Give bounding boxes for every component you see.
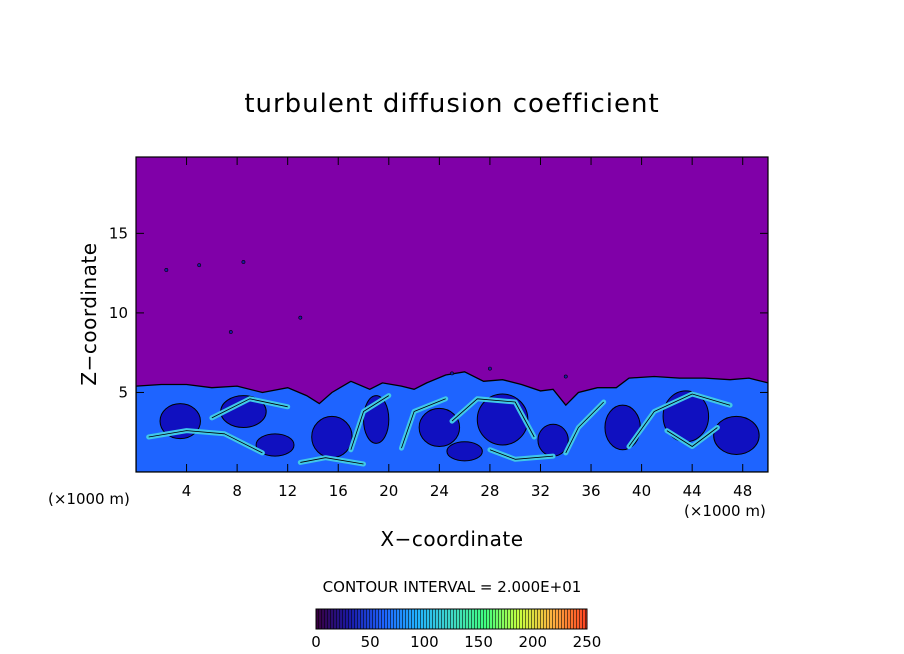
plot-frame (135, 156, 769, 473)
x-tick-label: 28 (480, 482, 499, 500)
speck (488, 366, 492, 371)
colorbar-hatch (316, 609, 587, 629)
eddy-streak-contour (350, 395, 390, 450)
colorbar-ticks: 0 50 100 150 200 250 (311, 633, 601, 651)
chart-title: turbulent diffusion coefficient (244, 89, 659, 119)
y-axis-ticks: 5 10 15 (109, 224, 768, 401)
y-tick-label: 5 (118, 383, 128, 401)
eddy-core (418, 407, 461, 448)
eddy-core (713, 415, 760, 455)
x-axis-ticks: 4 8 12 16 20 24 28 32 36 40 44 48 (182, 157, 752, 500)
eddy-streak-contour (401, 398, 446, 449)
x-axis-label: X−coordinate (380, 527, 523, 551)
speck (197, 263, 202, 268)
eddy-streak-contour (148, 430, 263, 454)
speck (164, 268, 169, 272)
colorbar-tick-label: 150 (464, 633, 493, 651)
eddy-core (255, 433, 295, 457)
contour-interval-label: CONTOUR INTERVAL = 2.000E+01 (323, 578, 582, 596)
eddy-streak-contour (451, 398, 535, 438)
eddy-streak-contour (211, 398, 288, 419)
speck (228, 330, 233, 334)
eddy-streak-contour (666, 427, 718, 447)
x-tick-label: 20 (379, 482, 398, 500)
x-tick-label: 8 (232, 482, 242, 500)
speck (563, 374, 568, 379)
eddy-core (537, 423, 569, 457)
y-tick-label: 10 (109, 304, 128, 322)
x-unit-left: (×1000 m) (48, 490, 130, 508)
eddy-streak-contour (565, 401, 604, 454)
eddy-streak-contour (628, 393, 731, 447)
x-tick-label: 48 (733, 482, 752, 500)
colorbar: 0 50 100 150 200 250 (311, 608, 601, 651)
x-unit-right: (×1000 m) (684, 502, 766, 520)
x-tick-label: 12 (278, 482, 297, 500)
colorbar-tick-label: 0 (311, 633, 321, 651)
upper-specks (164, 260, 568, 379)
x-tick-label: 4 (182, 482, 192, 500)
eddy-core (604, 404, 641, 451)
speck (241, 260, 246, 264)
y-axis-label: Z−coordinate (77, 242, 101, 385)
eddy-streak-contour (300, 457, 364, 465)
speck (450, 371, 454, 376)
x-tick-label: 16 (329, 482, 348, 500)
x-tick-label: 24 (430, 482, 449, 500)
eddy-core (446, 441, 483, 462)
eddy-streaks (146, 391, 733, 467)
colorbar-tick-label: 250 (573, 633, 602, 651)
colorbar-frame (315, 608, 588, 630)
x-tick-label: 44 (683, 482, 702, 500)
speck (298, 315, 303, 320)
x-tick-label: 36 (581, 482, 600, 500)
eddy-streak-contour (489, 449, 554, 460)
turbulent-layer (136, 260, 768, 472)
colorbar-tick-label: 200 (518, 633, 547, 651)
x-tick-label: 40 (632, 482, 651, 500)
x-tick-label: 32 (531, 482, 550, 500)
colorbar-tick-label: 50 (361, 633, 380, 651)
colorbar-tick-label: 100 (410, 633, 439, 651)
y-tick-label: 15 (109, 224, 128, 242)
eddy-core (311, 415, 353, 459)
